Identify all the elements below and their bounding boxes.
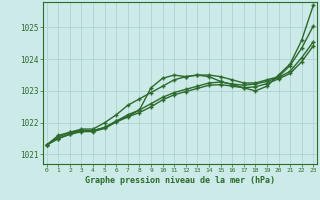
X-axis label: Graphe pression niveau de la mer (hPa): Graphe pression niveau de la mer (hPa): [85, 176, 275, 185]
